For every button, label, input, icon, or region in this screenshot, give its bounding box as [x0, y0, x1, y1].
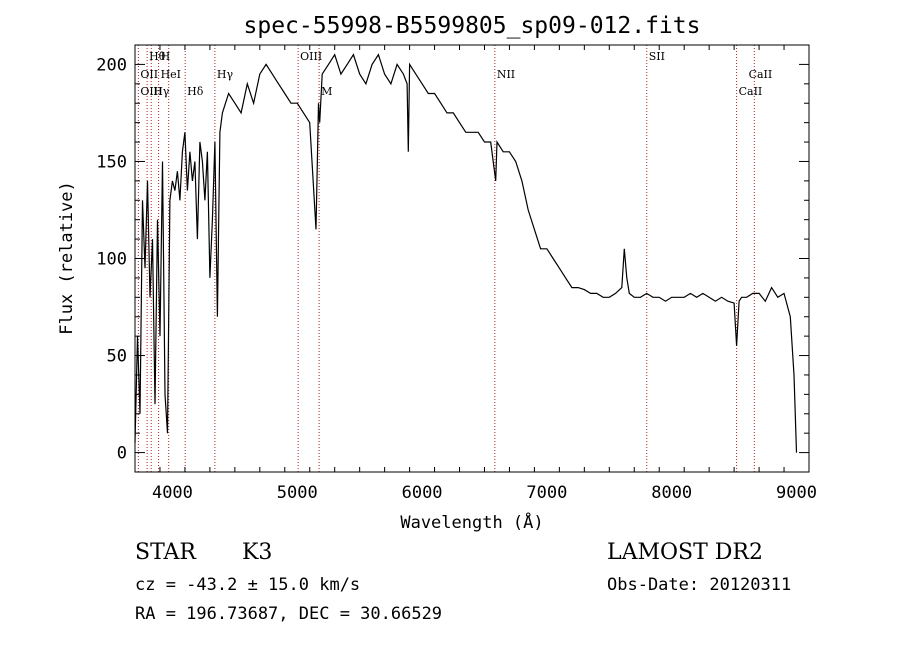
plot-frame	[134, 44, 810, 473]
marker-label: M	[321, 85, 332, 98]
observation-date: Obs-Date: 20120311	[607, 575, 792, 595]
marker-label: OIII	[140, 85, 162, 98]
emission-line-markers	[137, 45, 755, 472]
y-axis-label: Flux (relative)	[57, 181, 77, 335]
marker-label: OIII	[300, 50, 322, 63]
sky-coordinates: RA = 196.73687, DEC = 30.66529	[135, 604, 443, 624]
survey-name: LAMOST DR2	[607, 540, 763, 565]
object-subclass: K3	[242, 540, 273, 565]
y-tick-label: 100	[96, 250, 127, 270]
marker-label: Hγ	[153, 85, 170, 98]
marker-label: Hδ	[187, 85, 204, 98]
marker-label: SII	[649, 50, 665, 63]
spectrum-line	[134, 53, 798, 453]
x-tick-label: 4000	[152, 483, 193, 503]
marker-label: H	[161, 50, 171, 63]
marker-label: CaII	[749, 68, 773, 81]
marker-label: Hγ	[217, 68, 234, 81]
x-axis-label: Wavelength (Å)	[400, 511, 543, 533]
marker-label: NII	[497, 68, 515, 81]
x-axis-ticks: 4000 5000 6000 7000 8000 9000	[134, 45, 817, 503]
y-tick-label: 50	[107, 347, 127, 367]
marker-label: CaII	[739, 85, 763, 98]
marker-label: OII	[140, 68, 158, 81]
chart-title: spec-55998-B5599805_sp09-012.fits	[244, 13, 701, 39]
y-tick-label: 0	[117, 444, 127, 464]
x-tick-label: 8000	[651, 483, 692, 503]
x-tick-label: 5000	[277, 483, 318, 503]
y-tick-label: 200	[96, 55, 127, 75]
x-tick-label: 7000	[526, 483, 567, 503]
x-tick-label: 9000	[776, 483, 817, 503]
object-class: STAR	[135, 540, 196, 565]
x-tick-label: 6000	[402, 483, 443, 503]
redshift-velocity: cz = -43.2 ± 15.0 km/s	[135, 575, 361, 595]
y-axis-ticks: 0 50 100 150 200	[96, 44, 809, 473]
y-tick-label: 150	[96, 152, 127, 172]
marker-label: Hθ	[149, 50, 166, 63]
marker-label: HeI	[161, 68, 181, 81]
